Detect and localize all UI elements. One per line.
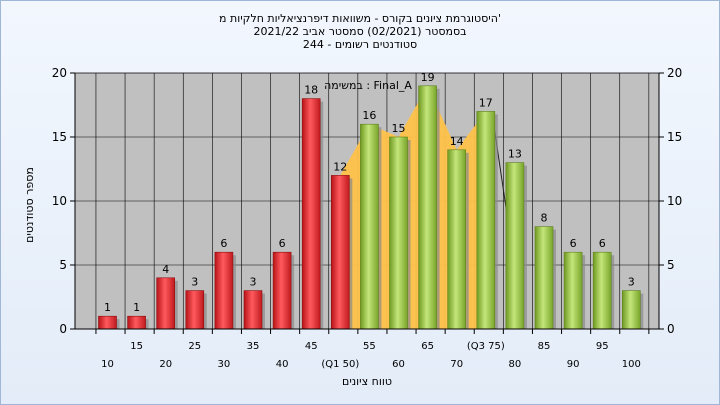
bar-value-label: 1 xyxy=(104,301,111,314)
legend-label: במשימה : Final_A xyxy=(324,79,412,92)
x-category-label: (Q1 50) xyxy=(321,359,359,370)
x-category-label: 60 xyxy=(392,359,405,370)
bar-value-label: 16 xyxy=(362,109,376,122)
bar-value-label: 3 xyxy=(191,276,198,289)
bar-group: 3 25 xyxy=(185,276,207,352)
bar-fail xyxy=(156,277,175,330)
x-category-label: 55 xyxy=(363,341,376,352)
bar-fail xyxy=(243,290,263,330)
bar-value-label: 1 xyxy=(133,301,140,314)
bar-group: 3 35 xyxy=(243,276,265,352)
x-category-label: 95 xyxy=(596,341,609,352)
x-axis-label: טווח ציונים xyxy=(342,375,392,388)
bar-fail xyxy=(98,315,117,330)
bar-group: 3 100 xyxy=(622,276,644,370)
bar-value-label: 3 xyxy=(250,276,257,289)
bar-value-label: 14 xyxy=(450,135,464,148)
y-tick-label-right: 10 xyxy=(667,194,682,208)
bar-value-label: 17 xyxy=(479,96,493,109)
bar-value-label: 3 xyxy=(628,276,635,289)
bar-group: 14 70 xyxy=(447,135,469,370)
bar-fail xyxy=(214,251,234,330)
chart-subtitle-semester: בסמסטר (02/2021) סמסטר אביב 2021/22 xyxy=(253,25,467,38)
y-tick-label-right: 15 xyxy=(667,130,682,144)
x-category-label: 100 xyxy=(622,359,641,370)
y-tick-label-left: 20 xyxy=(52,66,67,80)
x-category-label: 20 xyxy=(159,359,172,370)
x-category-label: 65 xyxy=(421,341,434,352)
bar-value-label: 19 xyxy=(421,71,435,84)
bar-value-label: 8 xyxy=(541,212,548,225)
bar-group: 1 15 xyxy=(127,301,149,352)
bar-group: 6 40 xyxy=(272,237,295,370)
y-tick-label-left: 10 xyxy=(52,194,67,208)
y-axis-label: מספר סטודנטים xyxy=(23,167,36,243)
x-category-label: 85 xyxy=(538,341,551,352)
x-category-label: 10 xyxy=(101,359,114,370)
bar-group: 12 (Q1 50) xyxy=(321,160,359,370)
bar-value-label: 13 xyxy=(508,148,522,161)
y-tick-label-right: 5 xyxy=(667,258,675,272)
bar-pass xyxy=(360,123,379,330)
x-category-label: 40 xyxy=(276,359,289,370)
bar-fail xyxy=(330,175,350,330)
bar-pass xyxy=(447,149,467,330)
bar-group: 6 90 xyxy=(563,237,586,370)
x-category-label: 30 xyxy=(218,359,231,370)
x-category-label: 15 xyxy=(130,341,143,352)
chart-subtitle-enrolled: סטודנטים רשומים - 244 xyxy=(302,38,418,51)
bar-group: 4 20 xyxy=(156,263,178,370)
bar-group: 6 30 xyxy=(214,237,236,370)
bar-pass xyxy=(563,251,583,330)
x-category-label: (Q3 75) xyxy=(467,341,505,352)
x-category-label: 80 xyxy=(509,359,522,370)
bar-value-label: 15 xyxy=(392,122,406,135)
chart-title: היסטוגרמת ציונים בקורס - משוואות דיפרנצי… xyxy=(219,12,501,25)
bar-pass xyxy=(476,111,496,330)
bar-group: 17 (Q3 75) xyxy=(467,96,505,352)
x-category-label: 35 xyxy=(247,341,260,352)
bar-fail xyxy=(272,251,292,330)
x-category-label: 90 xyxy=(567,359,580,370)
x-category-label: 45 xyxy=(305,341,318,352)
bar-fail xyxy=(127,315,146,330)
bar-value-label: 18 xyxy=(304,84,318,97)
x-category-label: 25 xyxy=(188,341,201,352)
bar-group: 13 80 xyxy=(505,148,527,370)
y-tick-label-left: 15 xyxy=(52,130,67,144)
bar-fail xyxy=(301,98,321,330)
bar-pass xyxy=(418,85,437,330)
bar-value-label: 6 xyxy=(599,237,606,250)
bar-pass xyxy=(534,226,554,330)
x-category-label: 70 xyxy=(450,359,463,370)
axes xyxy=(74,72,660,330)
bar-value-label: 12 xyxy=(333,160,347,173)
y-tick-label-left: 5 xyxy=(59,258,67,272)
bar-value-label: 6 xyxy=(220,237,227,250)
bar-group: 8 85 xyxy=(534,212,556,352)
bar-group: 1 10 xyxy=(98,301,120,370)
bar-pass xyxy=(621,290,641,330)
bar-pass xyxy=(592,251,612,330)
bar-value-label: 4 xyxy=(162,263,169,276)
bar-fail xyxy=(185,290,205,330)
bar-value-label: 6 xyxy=(279,237,286,250)
y-tick-label-left: 0 xyxy=(59,322,67,336)
bar-pass xyxy=(389,136,408,330)
bar-pass xyxy=(505,162,525,330)
y-tick-label-right: 0 xyxy=(667,322,675,336)
bar-group: 6 95 xyxy=(592,237,615,352)
bar-value-label: 6 xyxy=(570,237,577,250)
y-tick-label-right: 20 xyxy=(667,66,682,80)
